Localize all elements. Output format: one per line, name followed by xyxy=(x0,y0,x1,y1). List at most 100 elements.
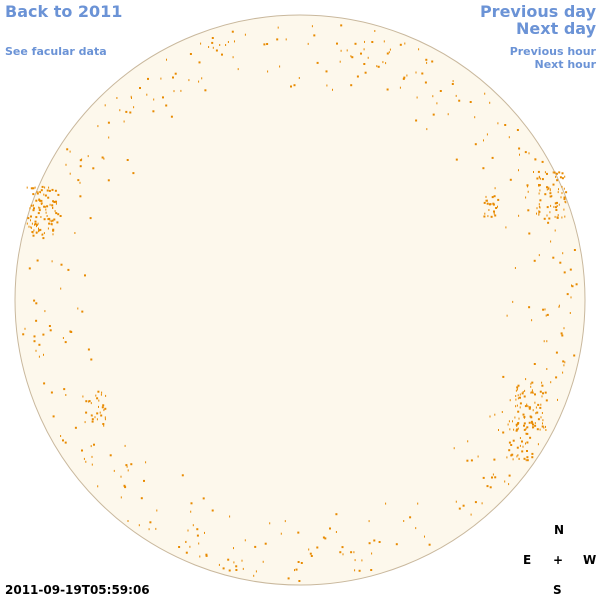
facula xyxy=(544,193,547,196)
facula xyxy=(491,196,494,199)
facula xyxy=(575,283,578,286)
facula xyxy=(198,80,200,83)
facula xyxy=(467,440,469,443)
facula xyxy=(530,382,532,385)
facula xyxy=(518,417,520,420)
facula xyxy=(38,206,40,209)
facula xyxy=(33,207,35,210)
facula xyxy=(494,187,496,190)
facula xyxy=(377,65,380,68)
facula xyxy=(486,202,489,205)
compass-west: W xyxy=(583,553,597,567)
facula xyxy=(149,521,152,524)
facula xyxy=(285,38,287,41)
facula xyxy=(39,199,42,202)
facula xyxy=(174,72,177,75)
facula xyxy=(536,428,539,431)
facula xyxy=(561,172,564,175)
facula xyxy=(538,192,540,195)
facula xyxy=(515,423,518,426)
facula xyxy=(541,412,543,414)
facula xyxy=(546,206,549,209)
facula xyxy=(389,48,391,51)
facula xyxy=(39,207,41,210)
previous-day-link[interactable]: Previous day xyxy=(479,2,596,21)
facula xyxy=(506,456,508,459)
facula xyxy=(512,300,514,303)
facula xyxy=(96,412,99,415)
facula xyxy=(531,389,533,392)
facula xyxy=(84,421,86,424)
facula xyxy=(557,214,559,217)
facula xyxy=(255,570,257,573)
facula xyxy=(90,358,93,361)
facula xyxy=(534,422,536,425)
facula xyxy=(512,439,515,442)
facula xyxy=(55,212,58,215)
facula xyxy=(244,33,246,36)
facula xyxy=(77,307,79,310)
facula xyxy=(522,445,524,448)
facular-link[interactable]: See facular data xyxy=(5,45,107,58)
facula xyxy=(573,249,576,251)
facula xyxy=(356,75,359,78)
facula xyxy=(516,386,519,389)
facula xyxy=(51,260,53,263)
facula xyxy=(29,207,31,210)
next-day-link[interactable]: Next day xyxy=(516,19,596,38)
facula xyxy=(544,391,547,394)
facula xyxy=(415,71,417,74)
facula xyxy=(104,418,106,421)
facula xyxy=(64,341,67,344)
facula xyxy=(241,559,243,562)
facula xyxy=(556,201,558,204)
facula xyxy=(403,76,406,79)
facula xyxy=(536,212,537,215)
facula xyxy=(550,381,552,384)
facula xyxy=(484,92,486,95)
facula xyxy=(524,405,527,408)
previous-hour-link[interactable]: Previous hour xyxy=(509,45,596,58)
facula xyxy=(40,216,42,218)
facula xyxy=(530,391,532,394)
facula xyxy=(531,391,534,394)
facula xyxy=(474,501,477,504)
facula xyxy=(339,551,342,554)
facula xyxy=(32,187,35,190)
facula xyxy=(198,542,200,545)
facula xyxy=(166,58,167,61)
facula xyxy=(368,520,370,523)
facula xyxy=(34,223,35,226)
facula xyxy=(34,222,37,225)
facula xyxy=(38,355,40,358)
facula xyxy=(92,167,95,170)
next-hour-link[interactable]: Next hour xyxy=(534,58,597,71)
facula xyxy=(421,72,424,75)
facula xyxy=(200,42,202,45)
facula xyxy=(484,212,486,215)
back-link[interactable]: Back to 2011 xyxy=(5,2,123,21)
facula xyxy=(494,476,497,479)
facula xyxy=(89,217,92,220)
facula xyxy=(518,147,521,150)
facula xyxy=(458,507,461,510)
facula xyxy=(43,382,46,385)
facula xyxy=(329,527,331,530)
facula xyxy=(502,375,505,378)
facula xyxy=(570,296,572,299)
facula xyxy=(526,441,529,444)
facula xyxy=(77,179,80,182)
facula xyxy=(493,458,496,461)
facula xyxy=(232,56,234,59)
facula xyxy=(518,214,520,217)
facula xyxy=(455,158,458,161)
facula xyxy=(531,452,534,455)
facula xyxy=(415,119,418,122)
facula xyxy=(436,102,438,105)
facula xyxy=(386,52,389,55)
facula xyxy=(557,216,559,219)
facula xyxy=(109,454,112,457)
facula xyxy=(451,83,454,85)
facula xyxy=(373,539,376,542)
